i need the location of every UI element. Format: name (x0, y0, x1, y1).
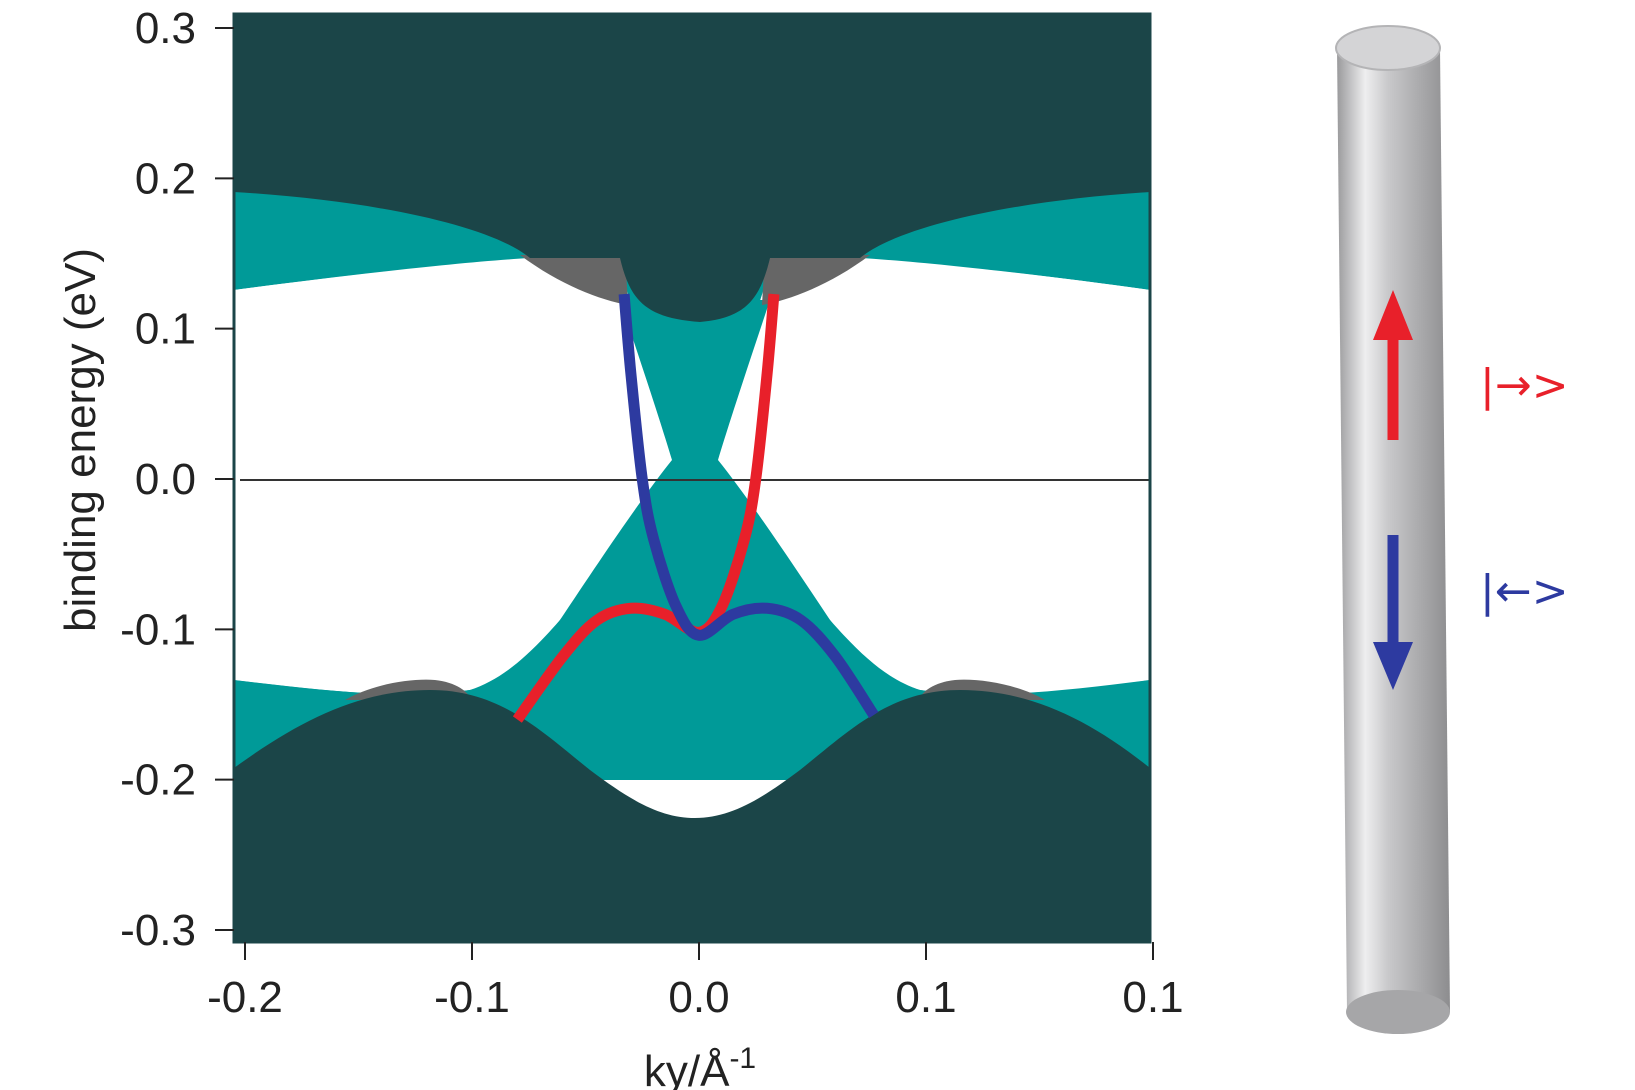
y-tick-label: 0.1 (135, 305, 196, 354)
y-tick-label: 0.3 (135, 4, 196, 53)
spin-down-arrow (1373, 535, 1413, 690)
y-tick-label: 0.0 (135, 455, 196, 504)
spin-left-label: |←> (1480, 566, 1569, 617)
x-axis-title: ky/Å-1 (644, 1042, 756, 1090)
y-tick-label: 0.2 (135, 154, 196, 203)
spin-right-label: |→> (1480, 360, 1569, 411)
x-axis: -0.2 -0.1 0.0 0.1 0.1 (207, 942, 1184, 1022)
x-axis-title-main: ky/Å (644, 1047, 730, 1090)
x-tick-label: 0.1 (895, 973, 956, 1022)
upper-bulk-band (234, 14, 1150, 322)
x-tick-label: -0.1 (434, 973, 510, 1022)
x-axis-title-superscript: -1 (729, 1042, 756, 1075)
plot-area (234, 14, 1150, 942)
y-tick-label: -0.1 (120, 605, 196, 654)
lower-bulk-band (234, 690, 1150, 942)
x-tick-label: 0.1 (1122, 973, 1183, 1022)
overlap-pocket (520, 252, 628, 305)
x-tick-label: 0.0 (668, 973, 729, 1022)
series-layer (512, 293, 879, 723)
y-axis-title: binding energy (eV) (56, 248, 105, 632)
y-tick-label: -0.3 (120, 906, 196, 955)
nanowire-illustration (1335, 25, 1450, 1034)
y-tick-label: -0.2 (120, 756, 196, 805)
x-tick-label: -0.2 (207, 973, 283, 1022)
overlap-pocket (762, 252, 870, 305)
y-axis: 0.3 0.2 0.1 0.0 -0.1 -0.2 -0.3 (120, 4, 234, 955)
spin-up-arrow (1373, 290, 1413, 440)
spin-left-band-curve (618, 293, 879, 719)
